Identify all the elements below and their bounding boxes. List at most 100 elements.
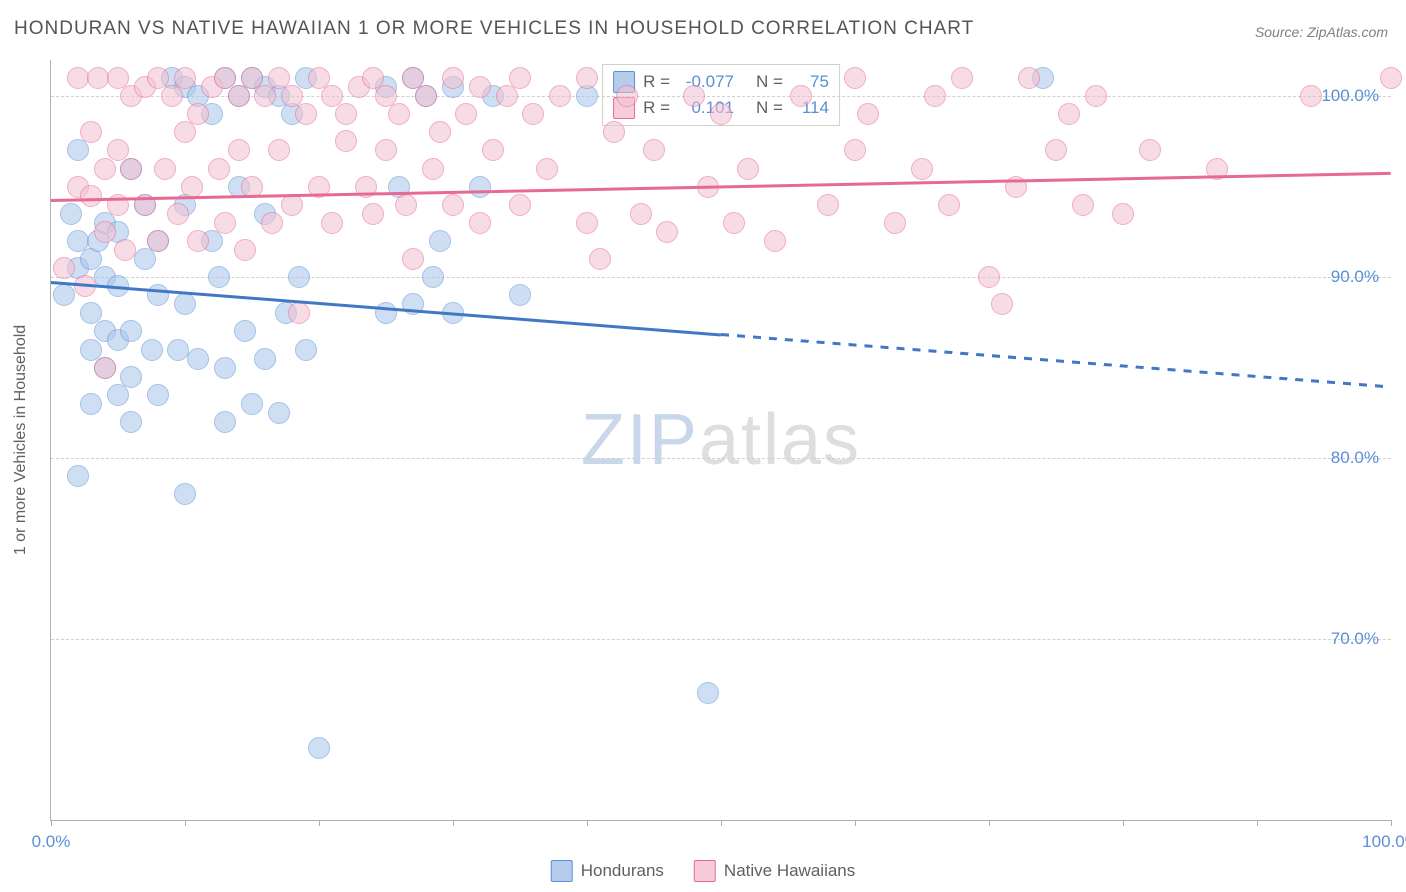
data-point <box>187 348 209 370</box>
legend-swatch <box>551 860 573 882</box>
data-point <box>764 230 786 252</box>
data-point <box>388 103 410 125</box>
data-point <box>295 103 317 125</box>
data-point <box>549 85 571 107</box>
data-point <box>161 85 183 107</box>
legend-n-label: N = <box>756 72 783 92</box>
data-point <box>335 103 357 125</box>
data-point <box>120 320 142 342</box>
data-point <box>683 85 705 107</box>
data-point <box>268 402 290 424</box>
data-point <box>147 230 169 252</box>
data-point <box>80 121 102 143</box>
data-point <box>656 221 678 243</box>
data-point <box>522 103 544 125</box>
data-point <box>422 266 444 288</box>
data-point <box>616 85 638 107</box>
data-point <box>469 76 491 98</box>
data-point <box>710 103 732 125</box>
data-point <box>442 67 464 89</box>
data-point <box>154 158 176 180</box>
data-point <box>234 239 256 261</box>
data-point <box>241 393 263 415</box>
data-point <box>228 85 250 107</box>
data-point <box>254 348 276 370</box>
data-point <box>141 339 163 361</box>
data-point <box>643 139 665 161</box>
data-point <box>737 158 759 180</box>
data-point <box>790 85 812 107</box>
data-point <box>1045 139 1067 161</box>
data-point <box>94 158 116 180</box>
x-tick-label: 100.0% <box>1362 832 1406 852</box>
legend-label: Hondurans <box>581 861 664 881</box>
data-point <box>208 158 230 180</box>
data-point <box>576 67 598 89</box>
data-point <box>375 302 397 324</box>
y-tick-label: 100.0% <box>1321 86 1379 106</box>
data-point <box>107 384 129 406</box>
data-point <box>884 212 906 234</box>
data-point <box>67 139 89 161</box>
data-point <box>80 393 102 415</box>
data-point <box>228 139 250 161</box>
data-point <box>268 139 290 161</box>
data-point <box>697 682 719 704</box>
data-point <box>53 284 75 306</box>
data-point <box>187 103 209 125</box>
x-tick <box>721 820 722 826</box>
data-point <box>295 339 317 361</box>
data-point <box>496 85 518 107</box>
x-tick <box>51 820 52 826</box>
data-point <box>911 158 933 180</box>
data-point <box>1072 194 1094 216</box>
data-point <box>951 67 973 89</box>
data-point <box>174 293 196 315</box>
data-point <box>509 67 531 89</box>
data-point <box>288 302 310 324</box>
data-point <box>589 248 611 270</box>
data-point <box>1112 203 1134 225</box>
data-point <box>415 85 437 107</box>
data-point <box>723 212 745 234</box>
data-point <box>603 121 625 143</box>
data-point <box>844 139 866 161</box>
data-point <box>308 737 330 759</box>
data-point <box>335 130 357 152</box>
data-point <box>455 103 477 125</box>
data-point <box>80 185 102 207</box>
y-tick-label: 80.0% <box>1331 448 1379 468</box>
data-point <box>94 357 116 379</box>
data-point <box>214 357 236 379</box>
data-point <box>442 194 464 216</box>
x-tick <box>185 820 186 826</box>
legend-r-label: R = <box>643 98 670 118</box>
x-tick <box>989 820 990 826</box>
data-point <box>147 384 169 406</box>
data-point <box>1139 139 1161 161</box>
data-point <box>120 158 142 180</box>
data-point <box>214 411 236 433</box>
legend-swatch <box>694 860 716 882</box>
data-point <box>844 67 866 89</box>
data-point <box>857 103 879 125</box>
data-point <box>53 257 75 279</box>
data-point <box>181 176 203 198</box>
data-point <box>214 212 236 234</box>
data-point <box>254 85 276 107</box>
data-point <box>576 212 598 234</box>
legend-n-label: N = <box>756 98 783 118</box>
watermark-zip: ZIP <box>581 400 699 480</box>
data-point <box>120 411 142 433</box>
data-point <box>94 221 116 243</box>
data-point <box>938 194 960 216</box>
watermark: ZIPatlas <box>581 399 861 481</box>
x-tick <box>1123 820 1124 826</box>
trendline <box>721 333 1391 388</box>
y-axis-title: 1 or more Vehicles in Household <box>12 325 30 555</box>
x-tick <box>1257 820 1258 826</box>
data-point <box>509 284 531 306</box>
x-tick-label: 0.0% <box>32 832 71 852</box>
data-point <box>147 284 169 306</box>
data-point <box>187 230 209 252</box>
